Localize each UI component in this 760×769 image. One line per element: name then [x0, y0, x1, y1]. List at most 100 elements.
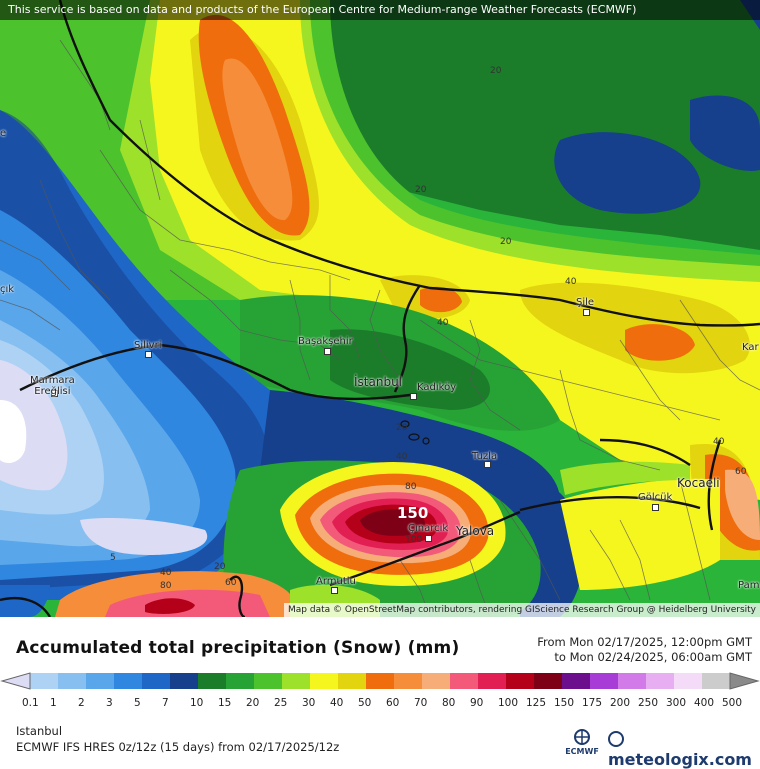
- color-scale-cell: [282, 673, 311, 689]
- peak-value-label: 150: [397, 504, 429, 522]
- city-label-partial-northwest[interactable]: e: [0, 128, 7, 139]
- color-scale-cells: [30, 673, 731, 689]
- city-label-sile[interactable]: Şile: [576, 297, 595, 308]
- city-marker[interactable]: [652, 504, 659, 511]
- city-label-tuzla[interactable]: Tuzla: [472, 451, 498, 462]
- scale-tick-label: 175: [582, 697, 603, 709]
- scale-tick-label: 40: [330, 697, 344, 709]
- color-scale-cell: [114, 673, 143, 689]
- city-label-partial-southeast[interactable]: Pam: [738, 580, 760, 591]
- scale-tick-label: 10: [190, 697, 204, 709]
- color-scale-cell: [226, 673, 255, 689]
- color-scale-cell: [450, 673, 479, 689]
- city-label-partial-east[interactable]: Kar: [742, 342, 759, 353]
- city-label-basaksehir[interactable]: Başakşehir: [298, 336, 353, 347]
- kocaeli-peach: [725, 469, 760, 540]
- meteologix-logo-icon: [608, 731, 624, 747]
- color-scale-cell: [506, 673, 535, 689]
- contour-label: 20: [500, 237, 512, 247]
- city-label-cinarcik[interactable]: Çınarcık: [408, 523, 449, 534]
- city-label-yalova[interactable]: Yalova: [456, 524, 495, 538]
- precipitation-map[interactable]: This service is based on data and produc…: [0, 0, 760, 617]
- orange-spot-sile: [625, 324, 695, 361]
- city-marker[interactable]: [410, 393, 417, 400]
- color-scale-cell: [142, 673, 171, 689]
- scale-tick-label: 70: [414, 697, 428, 709]
- district-borders: [0, 39, 760, 617]
- white-streak-south: [80, 518, 208, 555]
- scale-arrow-right: [729, 672, 760, 690]
- color-scale-cell: [646, 673, 675, 689]
- color-scale-cell: [198, 673, 227, 689]
- contour-label: 40: [396, 452, 408, 462]
- orange-spot-bosphorus: [420, 286, 462, 313]
- scale-tick-label: 50: [358, 697, 372, 709]
- color-scale-cell: [618, 673, 647, 689]
- contour-label: 20: [214, 562, 226, 572]
- scale-tick-label: 250: [638, 697, 659, 709]
- scale-tick-label: 200: [610, 697, 631, 709]
- city-label-kadikoy[interactable]: Kadıköy: [417, 382, 457, 393]
- color-scale-cell: [58, 673, 87, 689]
- city-label-silivri[interactable]: Silivri: [134, 340, 162, 351]
- meteologix-logo[interactable]: meteologix.com: [608, 731, 760, 769]
- map-data-attribution: Map data © OpenStreetMap contributors, r…: [284, 603, 760, 617]
- city-label-golcuk[interactable]: Gölcük: [638, 492, 673, 503]
- scale-tick-label: 25: [274, 697, 288, 709]
- city-marker[interactable]: [145, 351, 152, 358]
- city-marker[interactable]: [583, 309, 590, 316]
- scale-tick-label: 80: [442, 697, 456, 709]
- contour-label: 80: [405, 482, 417, 492]
- scale-tick-label: 300: [666, 697, 687, 709]
- blue-patch-e: [690, 95, 760, 171]
- time-range-from: From Mon 02/17/2025, 12:00pm GMT: [537, 635, 752, 649]
- contour-label: 100: [405, 535, 423, 545]
- contour-label: 80: [160, 581, 172, 591]
- city-label-kocaeli[interactable]: Kocaeli: [677, 476, 720, 490]
- scale-tick-label: 1: [50, 697, 57, 709]
- contour-label: 40: [160, 568, 172, 578]
- model-run-label: ECMWF IFS HRES 0z/12z (15 days) from 02/…: [16, 740, 340, 754]
- city-label-marmara-ereglisi[interactable]: Marmara Ereğlisi: [30, 375, 75, 397]
- scale-tick-label: 2: [78, 697, 85, 709]
- contour-label: 20: [396, 423, 408, 433]
- color-scale-cell: [338, 673, 367, 689]
- yellow-golcuk: [560, 478, 720, 590]
- scale-arrow-left: [0, 672, 31, 690]
- scale-tick-label: 150: [554, 697, 575, 709]
- color-scale-cell: [86, 673, 115, 689]
- contour-label: 60: [225, 578, 237, 588]
- city-marker[interactable]: [324, 348, 331, 355]
- city-marker[interactable]: [331, 587, 338, 594]
- color-scale-cell: [562, 673, 591, 689]
- yellow-band: [150, 0, 760, 500]
- yellow-green-golcuk: [560, 461, 690, 495]
- color-scale-cell: [590, 673, 619, 689]
- location-label: Istanbul: [16, 724, 63, 738]
- scale-tick-label: 15: [218, 697, 232, 709]
- blue-patch-ne: [554, 132, 701, 214]
- scale-tick-label: 100: [498, 697, 519, 709]
- province-borders: [0, 0, 760, 617]
- city-label-partial-west[interactable]: çık: [0, 284, 15, 295]
- ecmwf-logo[interactable]: ECMWF: [560, 728, 604, 756]
- city-label-istanbul[interactable]: İstanbul: [354, 375, 403, 389]
- city-marker[interactable]: [484, 461, 491, 468]
- color-scale-cell: [366, 673, 395, 689]
- contour-label: 20: [415, 185, 427, 195]
- dark-green-istanbul: [330, 329, 490, 410]
- city-marker[interactable]: [425, 535, 432, 542]
- city-marker[interactable]: [51, 390, 58, 397]
- map-canvas: [0, 0, 760, 617]
- contour-label: 60: [735, 467, 747, 477]
- sw-red: [145, 598, 195, 614]
- scale-tick-label: 125: [526, 697, 547, 709]
- color-scale-cell: [310, 673, 339, 689]
- scale-tick-label: 30: [302, 697, 316, 709]
- sw-blue-corner: [0, 585, 50, 617]
- city-label-armutlu[interactable]: Armutlu: [316, 576, 356, 587]
- scale-tick-label: 500: [722, 697, 743, 709]
- color-scale-cell: [422, 673, 451, 689]
- scale-tick-label: 0.1: [22, 697, 39, 709]
- scale-tick-label: 3: [106, 697, 113, 709]
